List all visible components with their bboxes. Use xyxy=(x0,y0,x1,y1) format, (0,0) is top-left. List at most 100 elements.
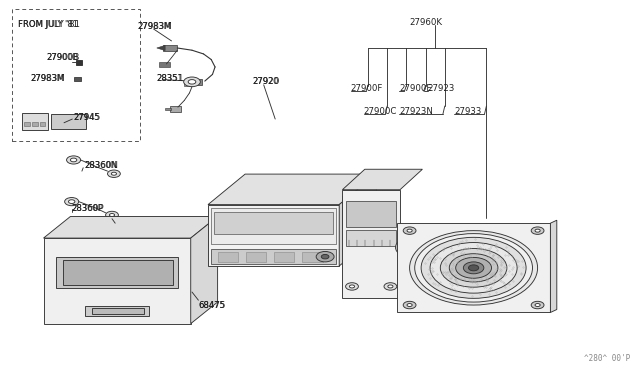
Bar xyxy=(163,45,177,51)
Text: 27983M: 27983M xyxy=(31,74,65,83)
Circle shape xyxy=(403,301,416,309)
Polygon shape xyxy=(397,223,550,312)
Bar xyxy=(342,196,354,228)
Text: 68475: 68475 xyxy=(198,301,225,310)
Circle shape xyxy=(401,239,429,256)
Bar xyxy=(184,83,190,86)
Polygon shape xyxy=(342,190,400,298)
Circle shape xyxy=(321,254,329,259)
Polygon shape xyxy=(550,220,557,312)
Circle shape xyxy=(411,245,419,250)
Circle shape xyxy=(410,231,538,305)
Circle shape xyxy=(349,285,355,288)
Bar xyxy=(63,260,173,285)
Text: 27923N: 27923N xyxy=(399,107,433,116)
Circle shape xyxy=(456,257,492,278)
Bar xyxy=(76,60,82,65)
Text: 27983M: 27983M xyxy=(31,74,65,83)
Text: FROM JULY '81: FROM JULY '81 xyxy=(18,20,78,29)
Bar xyxy=(218,252,238,262)
Bar xyxy=(189,79,202,85)
Bar xyxy=(32,122,38,126)
Circle shape xyxy=(531,227,544,234)
Text: ^280^ 00'P: ^280^ 00'P xyxy=(584,354,630,363)
Text: 27945: 27945 xyxy=(74,113,101,122)
Bar xyxy=(211,249,336,264)
Circle shape xyxy=(184,77,200,87)
Circle shape xyxy=(407,229,412,232)
Circle shape xyxy=(67,156,81,164)
Bar xyxy=(85,306,149,316)
Text: 68475: 68475 xyxy=(198,301,226,310)
Circle shape xyxy=(406,242,424,253)
Circle shape xyxy=(407,304,412,307)
Circle shape xyxy=(535,229,540,232)
Text: 27923: 27923 xyxy=(428,84,455,93)
Text: FROM JULY '81: FROM JULY '81 xyxy=(18,20,80,29)
Circle shape xyxy=(431,263,436,266)
Circle shape xyxy=(531,301,544,309)
Text: 27900C: 27900C xyxy=(364,107,397,116)
Circle shape xyxy=(403,227,416,234)
Circle shape xyxy=(535,304,540,307)
Bar xyxy=(159,62,170,67)
Bar xyxy=(22,113,48,130)
Circle shape xyxy=(106,211,118,219)
Text: 28360P: 28360P xyxy=(72,204,104,213)
Bar xyxy=(246,252,266,262)
Circle shape xyxy=(463,262,484,274)
Circle shape xyxy=(384,283,397,290)
Bar xyxy=(346,230,396,246)
Circle shape xyxy=(188,80,196,84)
Polygon shape xyxy=(339,174,376,266)
Circle shape xyxy=(419,255,449,273)
Bar xyxy=(165,108,171,110)
Circle shape xyxy=(108,170,120,177)
Text: 27900B: 27900B xyxy=(46,53,78,62)
Circle shape xyxy=(421,237,526,298)
Polygon shape xyxy=(208,174,376,205)
Circle shape xyxy=(423,258,445,270)
Bar xyxy=(40,122,45,126)
Text: 28351: 28351 xyxy=(157,74,183,83)
Text: 28360N: 28360N xyxy=(84,161,118,170)
Bar xyxy=(274,252,294,262)
Circle shape xyxy=(109,214,115,217)
Circle shape xyxy=(111,172,116,175)
Circle shape xyxy=(346,283,358,290)
Circle shape xyxy=(70,158,77,162)
Bar xyxy=(170,106,181,112)
Text: 27983M: 27983M xyxy=(138,22,172,31)
Text: 28360P: 28360P xyxy=(72,204,104,213)
Circle shape xyxy=(65,198,79,206)
Bar xyxy=(12,9,140,141)
Text: 27983M: 27983M xyxy=(138,22,172,31)
Bar xyxy=(51,114,86,129)
Circle shape xyxy=(468,265,479,271)
Circle shape xyxy=(396,236,434,259)
Circle shape xyxy=(449,254,498,282)
Bar xyxy=(74,77,81,81)
Bar xyxy=(56,257,178,288)
Polygon shape xyxy=(44,217,218,238)
Bar xyxy=(214,212,333,234)
Circle shape xyxy=(428,260,440,268)
Circle shape xyxy=(415,234,532,302)
Bar xyxy=(92,308,144,314)
Bar xyxy=(211,208,336,244)
Circle shape xyxy=(430,243,517,293)
Text: 28360N: 28360N xyxy=(84,161,118,170)
Circle shape xyxy=(68,200,75,203)
Text: 27945: 27945 xyxy=(74,113,100,122)
Polygon shape xyxy=(157,45,165,51)
Polygon shape xyxy=(342,169,422,190)
Polygon shape xyxy=(191,217,218,324)
Bar xyxy=(302,252,323,262)
Bar xyxy=(346,201,396,227)
Text: 27900E: 27900E xyxy=(399,84,432,93)
Text: 27900B: 27900B xyxy=(46,53,79,62)
Circle shape xyxy=(316,251,334,262)
Circle shape xyxy=(440,248,507,287)
Polygon shape xyxy=(44,238,191,324)
Text: 27920: 27920 xyxy=(253,77,279,86)
